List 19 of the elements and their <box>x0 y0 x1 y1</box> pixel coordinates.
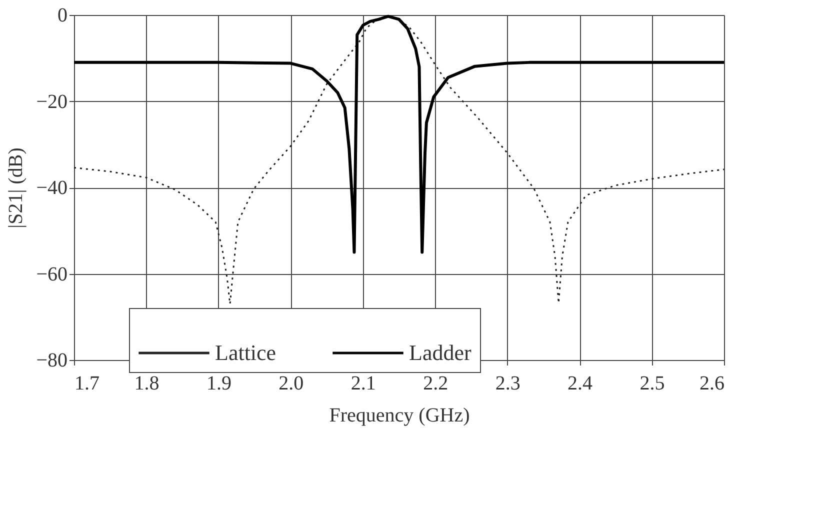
x-axis-title: Frequency (GHz) <box>329 404 470 426</box>
legend-label: Ladder <box>409 340 472 365</box>
x-tick-label: 2.4 <box>568 372 593 394</box>
y-tick-label: −20 <box>36 90 68 113</box>
legend-label: Lattice <box>215 340 276 365</box>
x-tick-label: 1.7 <box>74 372 100 394</box>
x-tick-label: 2.5 <box>640 372 665 394</box>
x-tick-label: 1.9 <box>206 372 232 394</box>
x-tick-label: 2.1 <box>350 372 376 394</box>
x-tick-label: 2.2 <box>423 372 448 394</box>
y-axis-title: |S21| (dB) <box>5 148 28 228</box>
y-tick-label: 0 <box>58 4 68 26</box>
y-tick-label: −60 <box>36 263 68 286</box>
y-tick-label: −40 <box>36 177 68 199</box>
x-tick-label: 1.8 <box>134 372 160 394</box>
x-tick-label: 2.6 <box>700 372 724 394</box>
x-tick-label: 2.3 <box>495 372 520 394</box>
x-tick-label: 2.0 <box>278 372 304 394</box>
y-tick-label: −80 <box>36 350 68 372</box>
